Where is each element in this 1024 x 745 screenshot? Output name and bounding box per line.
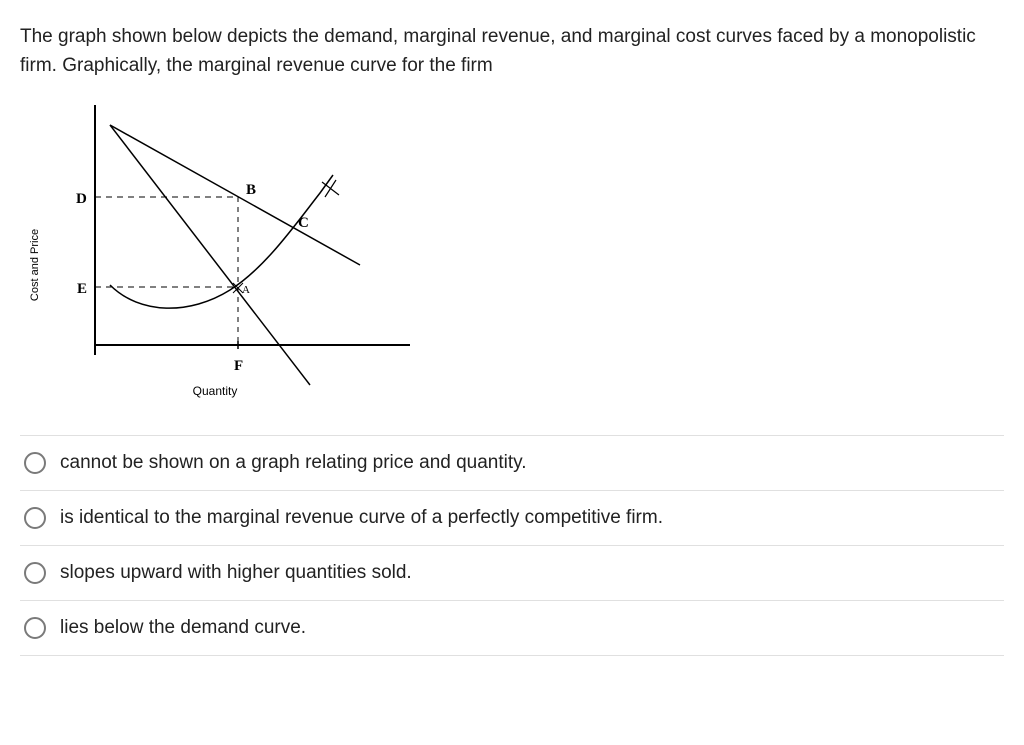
svg-text:C: C [298,215,309,231]
svg-text:F: F [234,358,243,374]
option-label: cannot be shown on a graph relating pric… [60,452,527,474]
option-label: is identical to the marginal revenue cur… [60,507,663,529]
option-label: slopes upward with higher quantities sol… [60,562,412,584]
radio-icon [24,617,46,639]
option-3[interactable]: slopes upward with higher quantities sol… [20,546,1004,601]
radio-icon [24,562,46,584]
radio-icon [24,507,46,529]
svg-text:Quantity: Quantity [193,384,238,398]
option-2[interactable]: is identical to the marginal revenue cur… [20,491,1004,546]
option-4[interactable]: lies below the demand curve. [20,601,1004,656]
radio-icon [24,452,46,474]
question-stem: The graph shown below depicts the demand… [20,22,1004,81]
svg-text:B: B [246,182,256,198]
option-1[interactable]: cannot be shown on a graph relating pric… [20,436,1004,491]
monopoly-graph: Cost and Price Quantity B C D E F A [20,95,440,425]
answer-options: cannot be shown on a graph relating pric… [20,435,1004,656]
svg-text:A: A [242,284,250,296]
svg-text:Cost and Price: Cost and Price [29,229,41,301]
svg-text:D: D [76,191,87,207]
option-label: lies below the demand curve. [60,617,306,639]
svg-text:E: E [77,281,87,297]
